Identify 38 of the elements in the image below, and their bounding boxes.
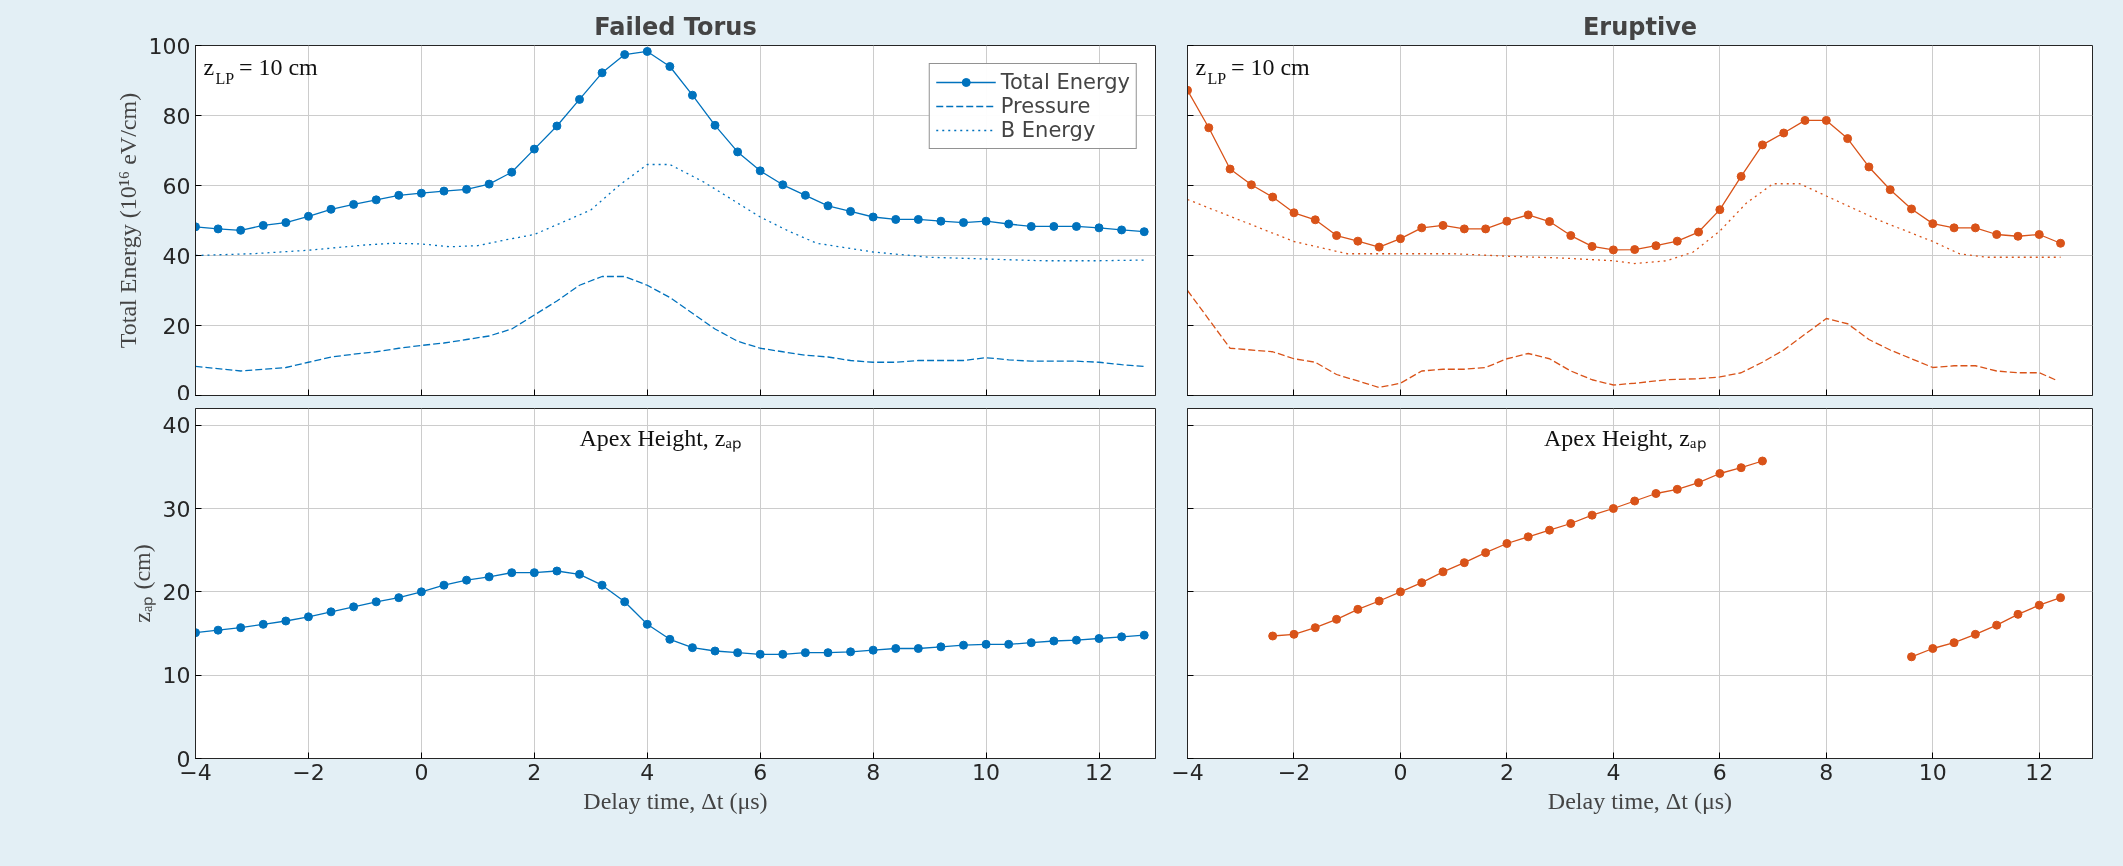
y-tick-label: 10 xyxy=(162,663,191,689)
y-tick-label: 80 xyxy=(162,103,191,129)
y-tick-label: 40 xyxy=(162,243,191,269)
y-tick-label: 40 xyxy=(162,413,191,439)
x-axis-title: Delay time, Δt (μs) xyxy=(583,787,768,814)
y-tick-label: 20 xyxy=(162,313,191,339)
x-tick-label: 12 xyxy=(2025,759,2054,785)
x-tick-label: −4 xyxy=(1171,759,1204,785)
y-tick-label: 60 xyxy=(162,173,191,199)
y-tick-label: 30 xyxy=(162,496,191,522)
x-tick-label: 2 xyxy=(1499,759,1514,785)
chart-title: Eruptive xyxy=(1582,12,1698,41)
x-tick-label: 12 xyxy=(1085,759,1114,785)
y-axis-title: Total Energy (10¹⁶ eV/cm) xyxy=(114,92,141,349)
x-tick-label: 6 xyxy=(1712,759,1727,785)
y-tick-label: 20 xyxy=(162,579,191,605)
y-axis-title: zₐₚ (cm) xyxy=(128,544,156,623)
x-tick-label: 2 xyxy=(527,759,542,785)
x-tick-label: 6 xyxy=(753,759,768,785)
x-tick-label: −2 xyxy=(1277,759,1311,785)
x-tick-label: 10 xyxy=(1918,759,1947,785)
x-tick-label: 8 xyxy=(866,759,881,785)
x-tick-label: 4 xyxy=(640,759,655,785)
annotation: Apex Height, zₐₚ xyxy=(579,424,743,452)
legend-label: Total Energy xyxy=(1000,70,1130,94)
y-tick-label: 100 xyxy=(148,33,191,59)
x-tick-label: 8 xyxy=(1819,759,1834,785)
x-tick-label: 4 xyxy=(1606,759,1621,785)
legend-label: B Energy xyxy=(1000,118,1096,142)
x-axis-title: Delay time, Δt (μs) xyxy=(1547,787,1733,814)
chart-title: Failed Torus xyxy=(594,12,757,41)
annotation: Apex Height, zₐₚ xyxy=(1544,424,1707,452)
legend-label: Pressure xyxy=(1000,94,1091,118)
x-tick-label: 0 xyxy=(414,759,429,785)
y-tick-label: 0 xyxy=(176,380,191,406)
x-tick-label: 0 xyxy=(1393,759,1408,785)
x-tick-label: 10 xyxy=(972,759,1001,785)
x-tick-label: −2 xyxy=(292,759,325,785)
